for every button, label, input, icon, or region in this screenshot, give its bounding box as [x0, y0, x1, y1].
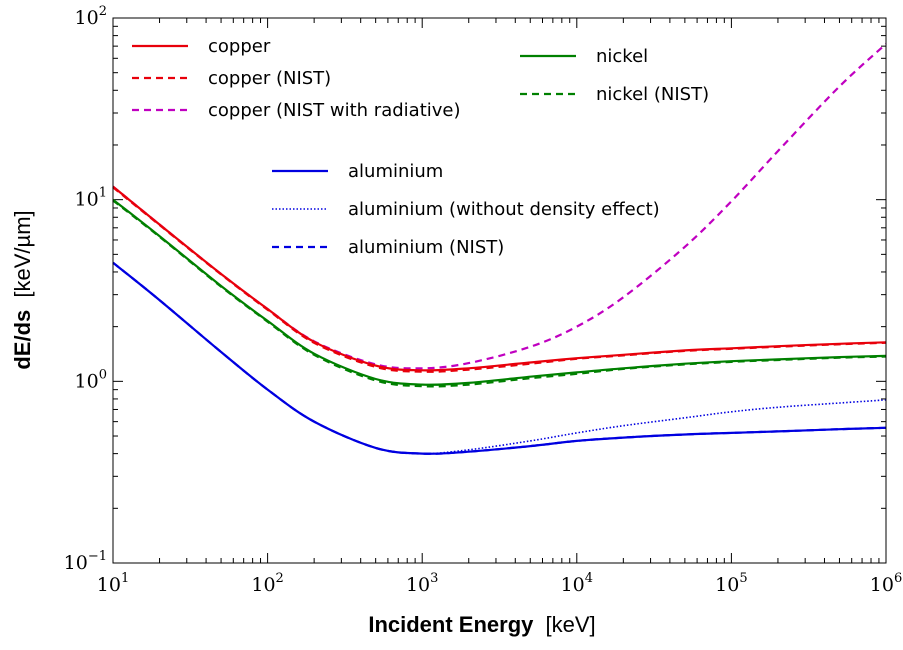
- legend-label: copper (NIST): [208, 68, 331, 89]
- y-tick-label: 100: [75, 367, 107, 392]
- y-axis-label: dE/ds [keV/µm]: [10, 210, 35, 369]
- axis-ticks: [112, 17, 887, 564]
- y-tick-label: 101: [75, 186, 107, 211]
- y-axis-unit: [keV/µm]: [10, 210, 35, 297]
- tick-labels: 101 102 103 104 105 106 10−1 100 101 102: [64, 4, 903, 596]
- series-line-aluminium-nist: [112, 261, 887, 455]
- legend-label: aluminium: [348, 161, 443, 182]
- legend-label: copper (NIST with radiative): [208, 100, 461, 121]
- legend-label: nickel: [596, 46, 648, 67]
- legend-label: aluminium (NIST): [348, 237, 504, 258]
- legend-label: aluminium (without density effect): [348, 199, 660, 220]
- x-tick-label: 101: [97, 571, 129, 596]
- y-tick-label: 102: [75, 4, 107, 29]
- x-tick-label: 103: [406, 571, 438, 596]
- legend: copper copper (NIST) copper (NIST with rad…: [132, 36, 709, 258]
- series-line-copper-nist: [112, 186, 887, 373]
- legend-label: nickel (NIST): [596, 84, 709, 105]
- x-axis-label: Incident Energy [keV]: [368, 612, 595, 637]
- x-tick-label: 104: [561, 571, 593, 596]
- x-tick-label: 102: [251, 571, 283, 596]
- x-axis-unit: [keV]: [546, 612, 596, 637]
- series-layer: [112, 43, 887, 455]
- y-tick-label: 10−1: [64, 549, 107, 574]
- series-line-nickel-nist: [112, 199, 887, 388]
- x-tick-label: 105: [715, 571, 747, 596]
- x-tick-label: 106: [870, 571, 902, 596]
- plot-frame: [112, 17, 887, 564]
- legend-label: copper: [208, 36, 271, 57]
